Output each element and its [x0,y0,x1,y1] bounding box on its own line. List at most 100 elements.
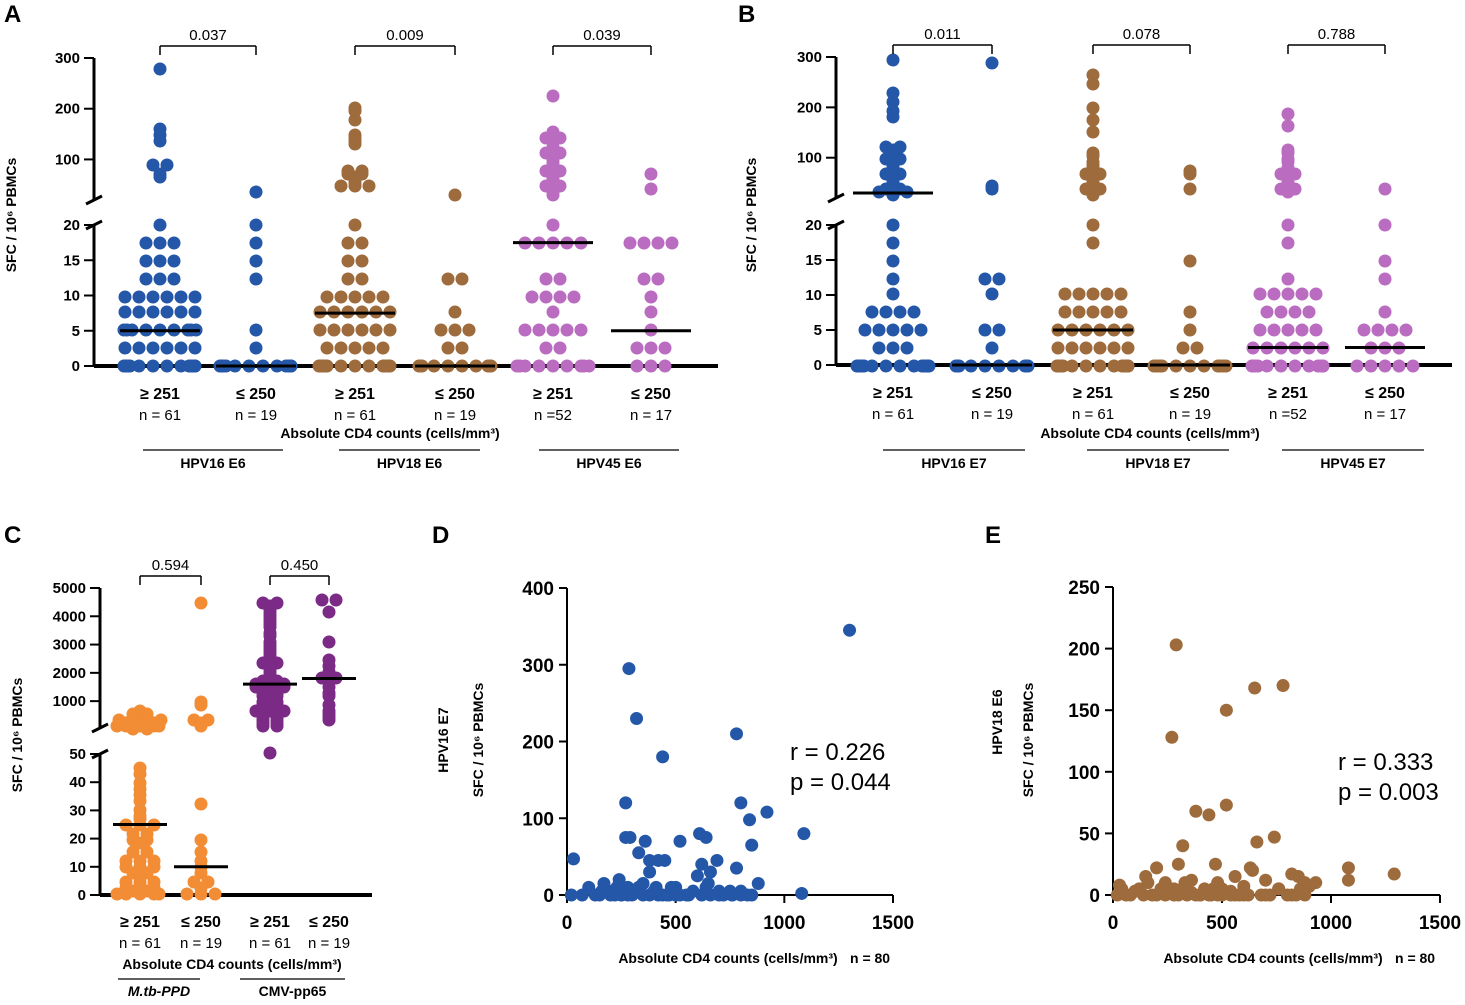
x-tick-label: 1500 [872,913,914,934]
data-point [348,104,362,118]
data-point [658,359,672,373]
data-point [256,719,270,733]
data-point [160,341,174,355]
data-point [188,305,202,319]
y-tick-label: 30 [69,802,86,819]
data-point [532,359,546,373]
data-point [132,305,146,319]
p-value-label: 0.011 [924,26,960,43]
data-point [1341,873,1355,887]
data-point [139,236,153,250]
data-point [188,290,202,304]
data-point [133,836,147,850]
data-point [322,605,336,619]
data-point [872,341,886,355]
data-point [249,218,263,232]
data-point [539,290,553,304]
data-point [1121,341,1135,355]
x-tick-label: 0 [562,913,573,934]
data-point [879,305,893,319]
y-tick-label: 100 [1068,763,1100,784]
category-label: ≤ 250 [435,386,475,403]
data-point [362,179,376,193]
data-point [1378,305,1392,319]
data-point [1093,359,1107,373]
data-point [334,359,348,373]
data-point [1288,305,1302,319]
data-point [455,341,469,355]
data-point [858,323,872,337]
data-point [564,888,578,902]
data-point [886,287,900,301]
y-tick-label: 4000 [53,608,86,625]
panel-c-ylabel: SFC / 10⁶ PBMCs [9,677,25,792]
data-point [1189,804,1203,818]
y-tick-label: 300 [55,50,80,67]
data-point [1259,873,1273,887]
group-label: HPV16 E6 [180,455,246,471]
p-value-label: 0.594 [152,557,190,574]
data-point [1165,730,1179,744]
data-point [1086,68,1100,82]
x-tick-label: 0 [1108,913,1119,934]
data-point [1183,182,1197,196]
data-point [539,272,553,286]
data-point [907,305,921,319]
category-label: ≤ 250 [972,385,1012,402]
data-point [730,861,744,875]
panel-d-n: n = 80 [850,950,890,966]
data-point [673,834,687,848]
category-label: ≥ 251 [533,386,573,403]
data-point [1219,703,1233,717]
y-tick-label: 150 [1068,701,1100,722]
data-point [539,131,553,145]
panel-a-label: A [4,1,21,28]
data-point [886,86,900,100]
data-point [1086,188,1100,202]
data-point [153,236,167,250]
data-point [355,236,369,250]
data-point [795,886,809,900]
y-tick-label: 10 [805,287,822,304]
data-point [160,290,174,304]
data-point [1248,681,1262,695]
data-point [270,719,284,733]
data-point [348,359,362,373]
data-point [914,323,928,337]
data-point [1281,218,1295,232]
data-point [560,359,574,373]
n-label: n = 61 [119,935,161,952]
data-point [886,95,900,109]
data-point [623,830,637,844]
data-point [132,341,146,355]
x-tick-label: 1000 [1310,913,1352,934]
group-label: HPV45 E7 [1320,455,1386,471]
data-point [553,290,567,304]
data-point [1267,323,1281,337]
data-point [643,865,657,879]
data-point [518,359,532,373]
data-point [560,323,574,337]
data-point [656,750,670,764]
panel-b-label: B [738,1,755,28]
data-point [348,137,362,151]
data-point [140,722,154,736]
data-point [348,290,362,304]
data-point [978,323,992,337]
data-point [886,272,900,286]
data-point [1079,359,1093,373]
data-point [1378,254,1392,268]
data-point [1183,323,1197,337]
data-point [1051,341,1065,355]
data-point [1253,287,1267,301]
panel-e-n: n = 80 [1395,950,1435,966]
data-point [194,833,208,847]
panel-d-ylabel: SFC / 10⁶ PBMCs [470,682,486,797]
data-point [644,341,658,355]
data-point [1385,323,1399,337]
data-point [174,305,188,319]
category-label: ≥ 251 [335,386,375,403]
p-value-label: 0.037 [189,27,227,44]
data-point [1281,272,1295,286]
data-point [567,852,581,866]
